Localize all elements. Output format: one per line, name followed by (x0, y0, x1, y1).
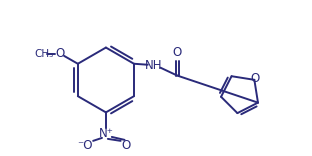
Text: NH: NH (145, 59, 162, 72)
Text: ⁻O: ⁻O (78, 139, 93, 152)
Text: O: O (56, 47, 65, 60)
Text: O: O (173, 46, 182, 59)
Text: O: O (121, 139, 130, 152)
Text: N⁺: N⁺ (99, 127, 113, 141)
Text: CH₃: CH₃ (35, 49, 54, 59)
Text: O: O (251, 72, 260, 85)
